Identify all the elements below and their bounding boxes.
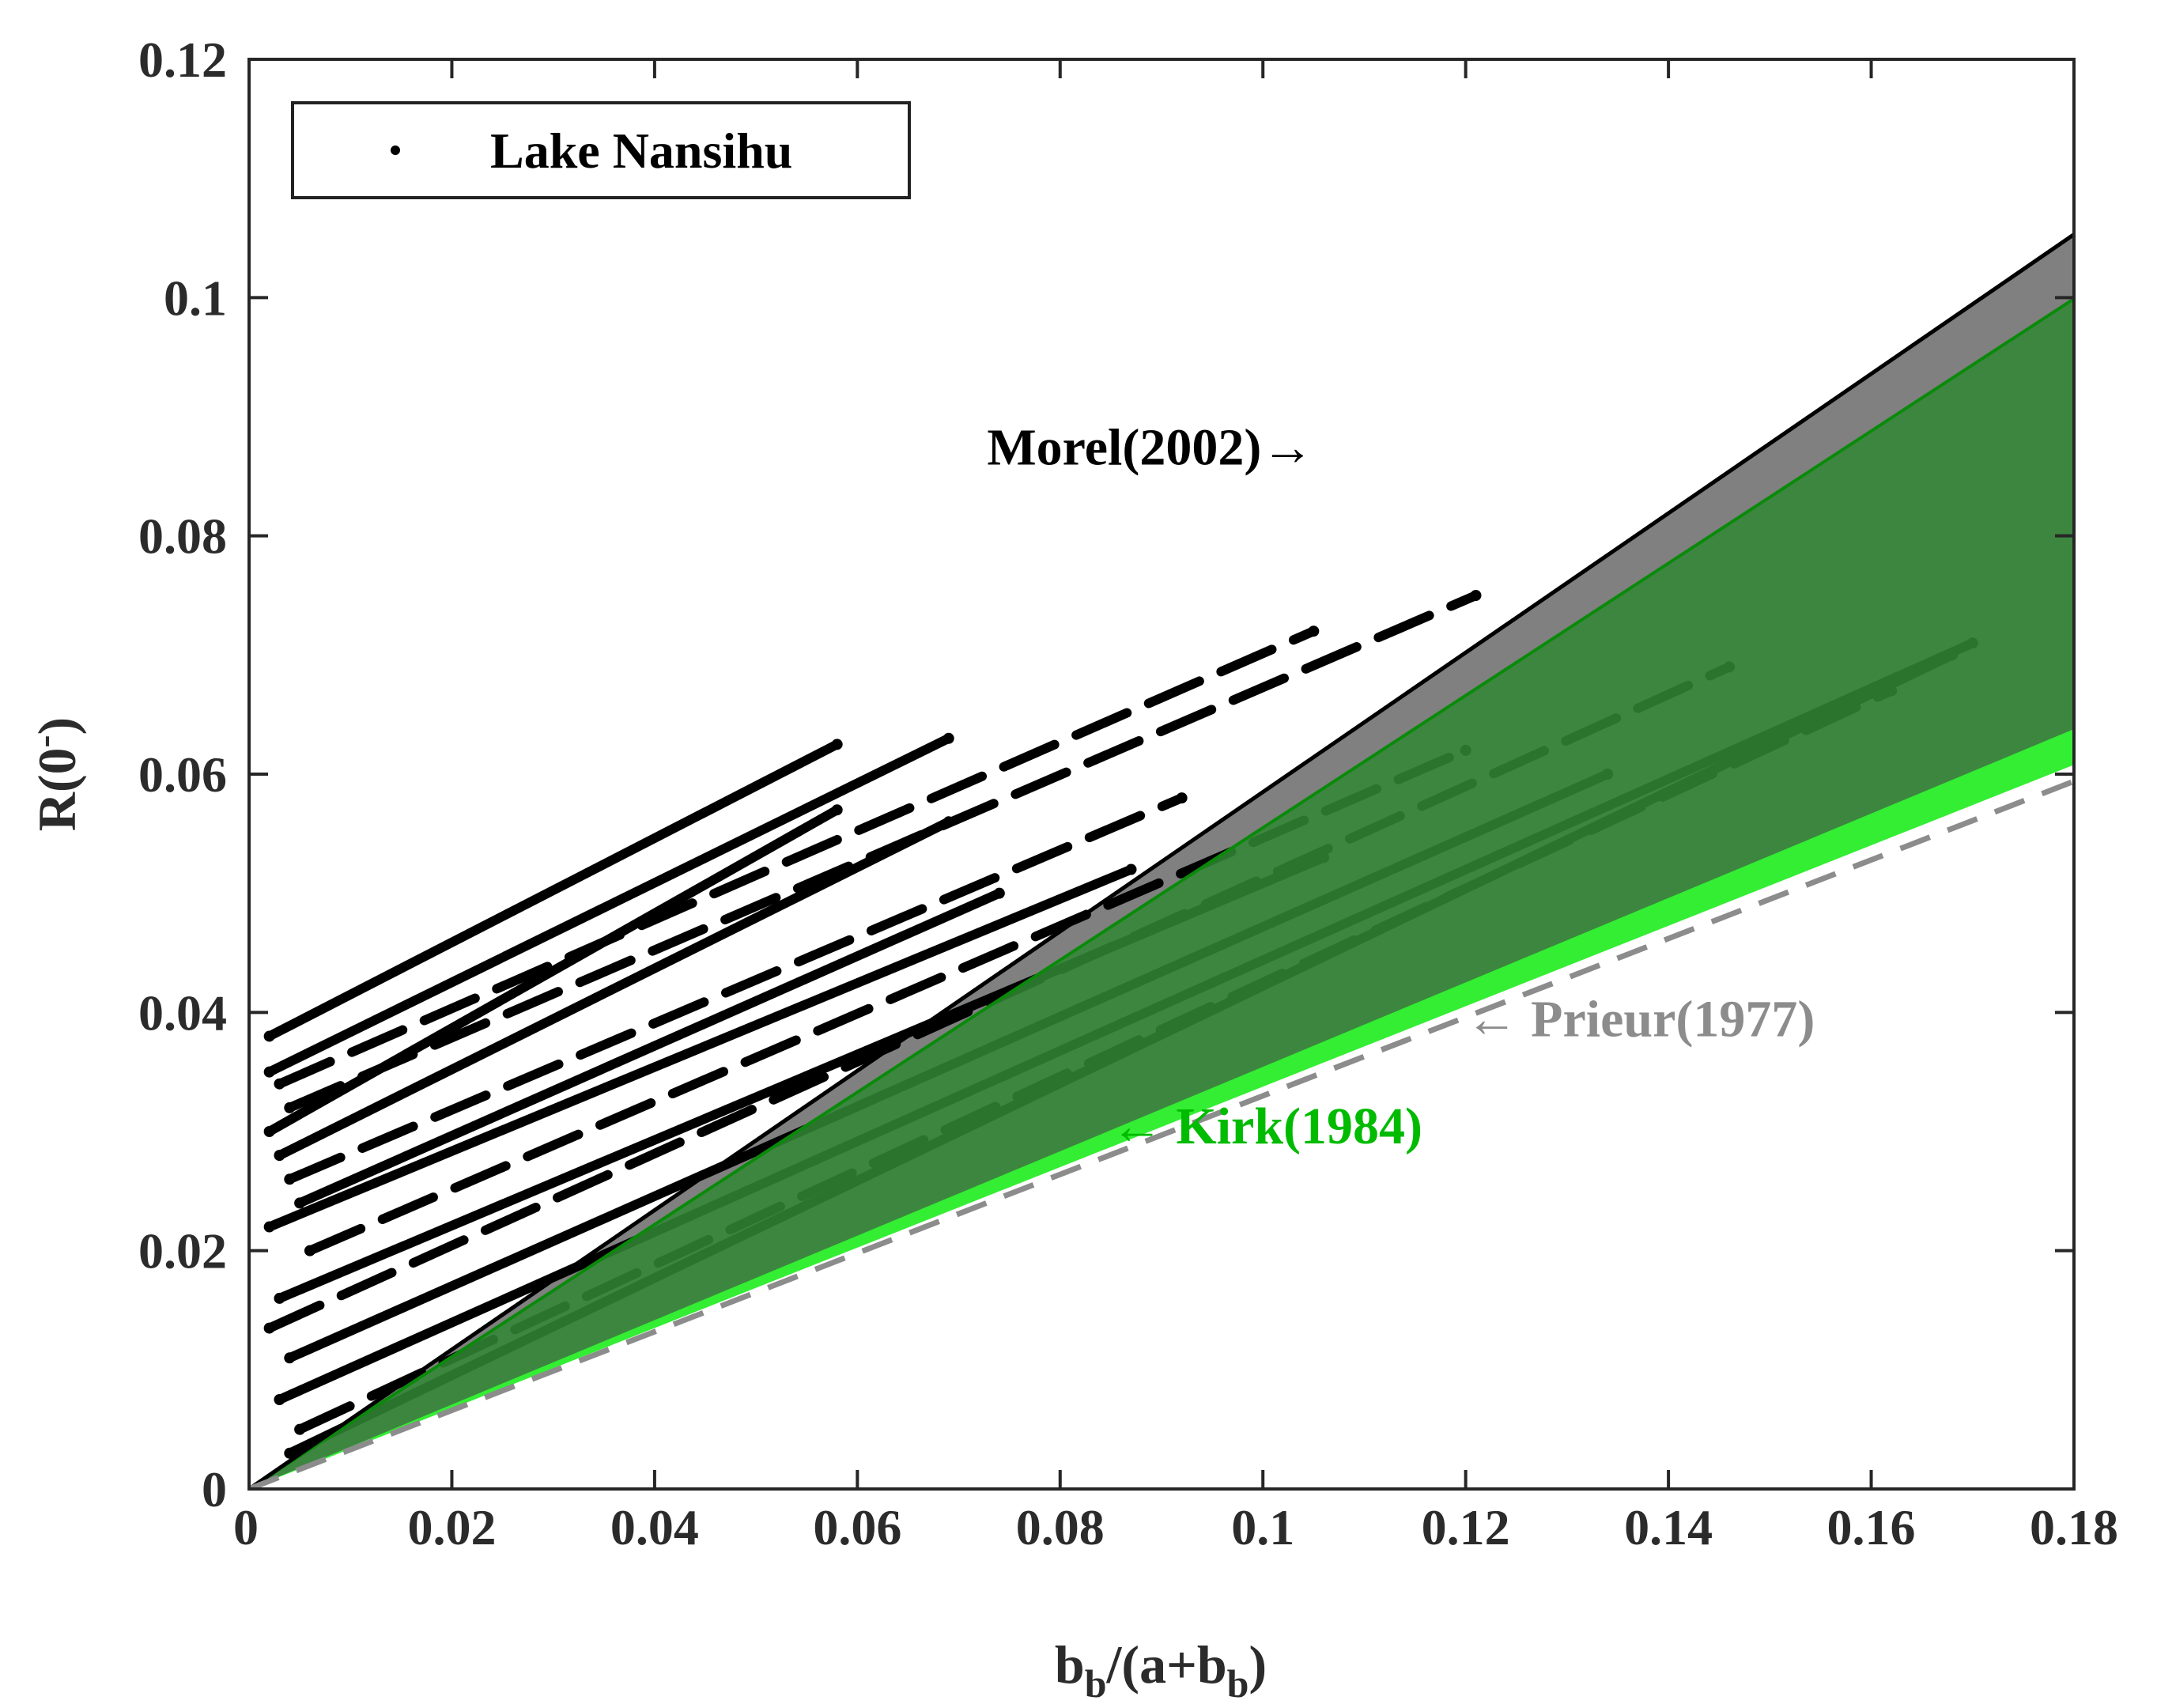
prieur-dashed-line [249,778,2074,1489]
y-axis-title-sup: - [23,735,65,747]
data-streak-4 [264,805,842,1136]
annotation-arrow-1: ← [1466,990,1532,1048]
data-point-end-4 [831,804,843,816]
data-point-start-4 [263,1126,275,1137]
x-axis-title: bb/(a+bb) [1055,1634,1267,1706]
x-tick-label-1: 0.02 [407,1499,496,1555]
annotation-label-2: Kirk(1984) [1176,1098,1422,1155]
data-point-end-5 [943,816,954,828]
data-point-end-7 [993,887,1005,899]
data-point-start-0 [263,1030,275,1042]
x-tick-label-7: 0.14 [1624,1499,1713,1555]
y-tick-label-3: 0.06 [138,746,227,803]
x-axis-title-sub1: b [1085,1661,1107,1706]
y-axis-title: R(0-) [23,717,87,831]
annotation-kirk-1984-: ← Kirk(1984) [1111,1098,1422,1155]
legend-marker [391,145,400,155]
kirk-lower-line [249,729,2074,1489]
data-point-start-8 [263,1221,275,1233]
axis-ticks: 0 0.02 0.04 0.06 0.08 0.1 0.12 0.14 0.16 0.18 0 0.0… [138,32,2118,1555]
plot-area [249,232,2074,1489]
data-streak-8 [264,864,1136,1232]
data-point-start-11 [263,1322,275,1334]
annotation-label-1: Prieur(1977) [1531,990,1815,1048]
annotation-arrow-2: ← [1111,1098,1177,1155]
annotation-morel-2002-: Morel(2002)→ [987,418,1313,476]
annotation-prieur-1977-: ← Prieur(1977) [1466,990,1815,1048]
data-point-end-3 [1470,590,1482,601]
data-point-start-10 [274,1292,285,1304]
legend-label-lake-nansihu: Lake Nansihu [490,123,792,179]
data-streak-2 [274,626,1319,1089]
data-point-start-9 [304,1245,315,1256]
data-streak-1 [264,733,954,1077]
x-tick-label-9: 0.18 [2030,1499,2118,1555]
kirk-upper-line [249,297,2074,1489]
data-point-start-15 [284,1447,296,1459]
data-point-start-13 [274,1394,285,1405]
x-axis-title-sub2: b [1227,1661,1249,1706]
data-point-end-0 [831,739,843,750]
data-point-start-3 [284,1102,296,1113]
legend: Lake Nansihu [291,101,911,199]
data-streak-5 [274,817,954,1161]
x-tick-label-3: 0.06 [813,1499,901,1555]
data-point-end-1 [943,732,954,744]
data-streak-7 [295,888,1004,1208]
x-axis-title-end: ) [1248,1634,1267,1695]
y-tick-label-2: 0.04 [138,984,227,1041]
y-axis-title-main: R(0 [27,747,87,831]
y-tick-label-5: 0.1 [164,270,227,326]
y-tick-label-6: 0.12 [138,32,227,88]
y-tick-label-0: 0 [202,1461,227,1517]
data-point-start-1 [263,1066,275,1078]
data-point-start-12 [284,1352,296,1364]
data-point-start-5 [274,1150,285,1162]
x-axis-title-mid: /(a+b [1106,1634,1227,1695]
x-tick-label-8: 0.16 [1827,1499,1916,1555]
annotation-arrow-0: → [1261,418,1313,476]
data-streak-11 [264,662,1735,1333]
data-streak-0 [264,739,842,1041]
x-tick-label-2: 0.04 [610,1499,699,1555]
data-point-start-2 [274,1078,285,1090]
data-point-start-14 [294,1423,306,1435]
data-point-start-6 [284,1173,296,1185]
x-tick-label-0: 0 [233,1499,259,1555]
y-tick-label-1: 0.02 [138,1223,227,1279]
x-tick-label-5: 0.1 [1231,1499,1294,1555]
data-point-end-6 [1176,792,1188,804]
x-tick-label-6: 0.12 [1422,1499,1510,1555]
y-tick-label-4: 0.08 [138,508,227,565]
data-streak-6 [285,793,1187,1185]
morel-upper-line [249,232,2074,1489]
x-axis-title-b: b [1055,1634,1085,1695]
data-point-end-2 [1308,625,1320,637]
model-annotations: Morel(2002)→← Prieur(1977)← Kirk(1984) [987,418,1815,1155]
y-axis-title-end: ) [27,717,87,735]
data-point-start-7 [294,1197,306,1209]
annotation-label-0: Morel(2002) [987,418,1261,476]
x-tick-label-4: 0.08 [1016,1499,1105,1555]
data-point-end-8 [1125,863,1137,875]
